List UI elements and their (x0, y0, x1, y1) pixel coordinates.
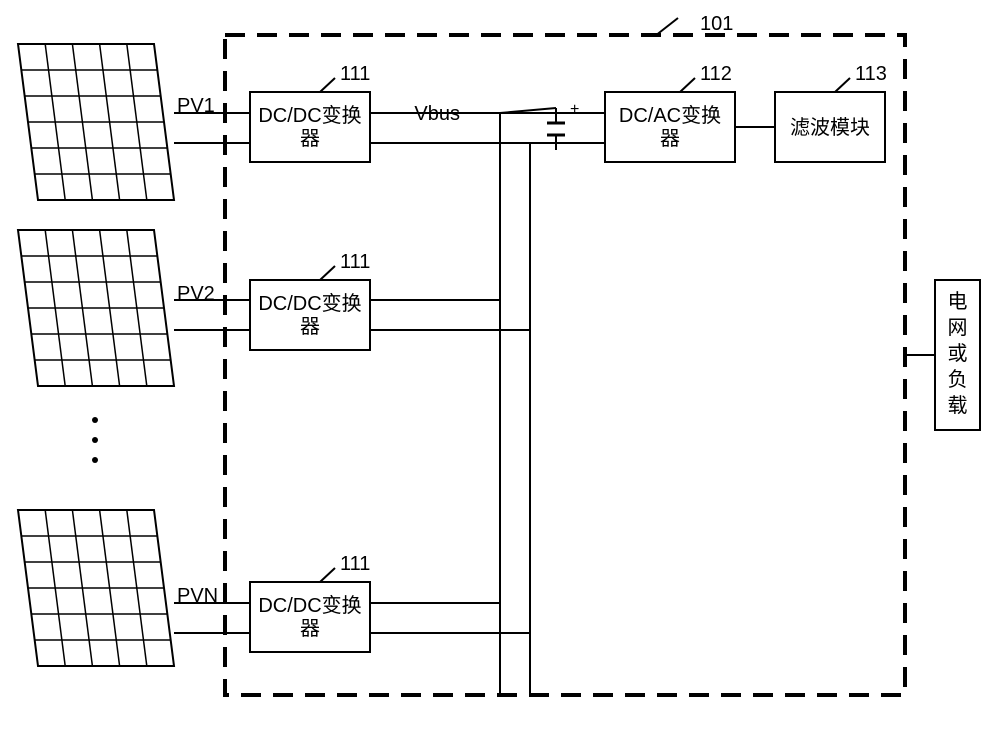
dcac-box-label: 112 (700, 63, 732, 85)
svg-text:或: 或 (948, 342, 968, 365)
ellipsis-dot (92, 457, 98, 463)
dcdc-box-label: 111 (340, 553, 370, 575)
vbus-label: Vbus (414, 103, 460, 125)
solar-panel (18, 510, 174, 666)
enclosure-label: 101 (700, 13, 733, 35)
solar-panel (18, 230, 174, 386)
dcdc-box: DC/DC变换器 (250, 582, 370, 652)
svg-text:滤波模块: 滤波模块 (790, 116, 870, 139)
grid-load-box: 电网或负载 (935, 280, 980, 430)
svg-text:负: 负 (948, 368, 968, 391)
dcdc-box: DC/DC变换器 (250, 92, 370, 162)
svg-text:器: 器 (660, 128, 680, 150)
svg-text:器: 器 (300, 128, 320, 150)
svg-text:电: 电 (948, 290, 968, 313)
dcdc-box: DC/DC变换器 (250, 280, 370, 350)
svg-text:器: 器 (300, 618, 320, 640)
dcdc-box-label: 111 (340, 251, 370, 273)
solar-panel (18, 44, 174, 200)
svg-text:DC/DC变换: DC/DC变换 (258, 104, 361, 127)
svg-text:DC/DC变换: DC/DC变换 (258, 292, 361, 315)
dcdc-box-label: 111 (340, 63, 370, 85)
svg-text:DC/DC变换: DC/DC变换 (258, 594, 361, 617)
filter-box: 滤波模块 (775, 92, 885, 162)
ellipsis-dot (92, 417, 98, 423)
ellipsis-dot (92, 437, 98, 443)
svg-text:载: 载 (948, 394, 968, 417)
svg-text:器: 器 (300, 316, 320, 338)
svg-text:DC/AC变换: DC/AC变换 (619, 104, 721, 127)
pv-label: PV2 (177, 283, 215, 305)
dcac-box: DC/AC变换器 (605, 92, 735, 162)
svg-text:网: 网 (948, 317, 968, 339)
filter-box-label: 113 (855, 63, 887, 85)
vbus-plus: + (570, 101, 579, 118)
